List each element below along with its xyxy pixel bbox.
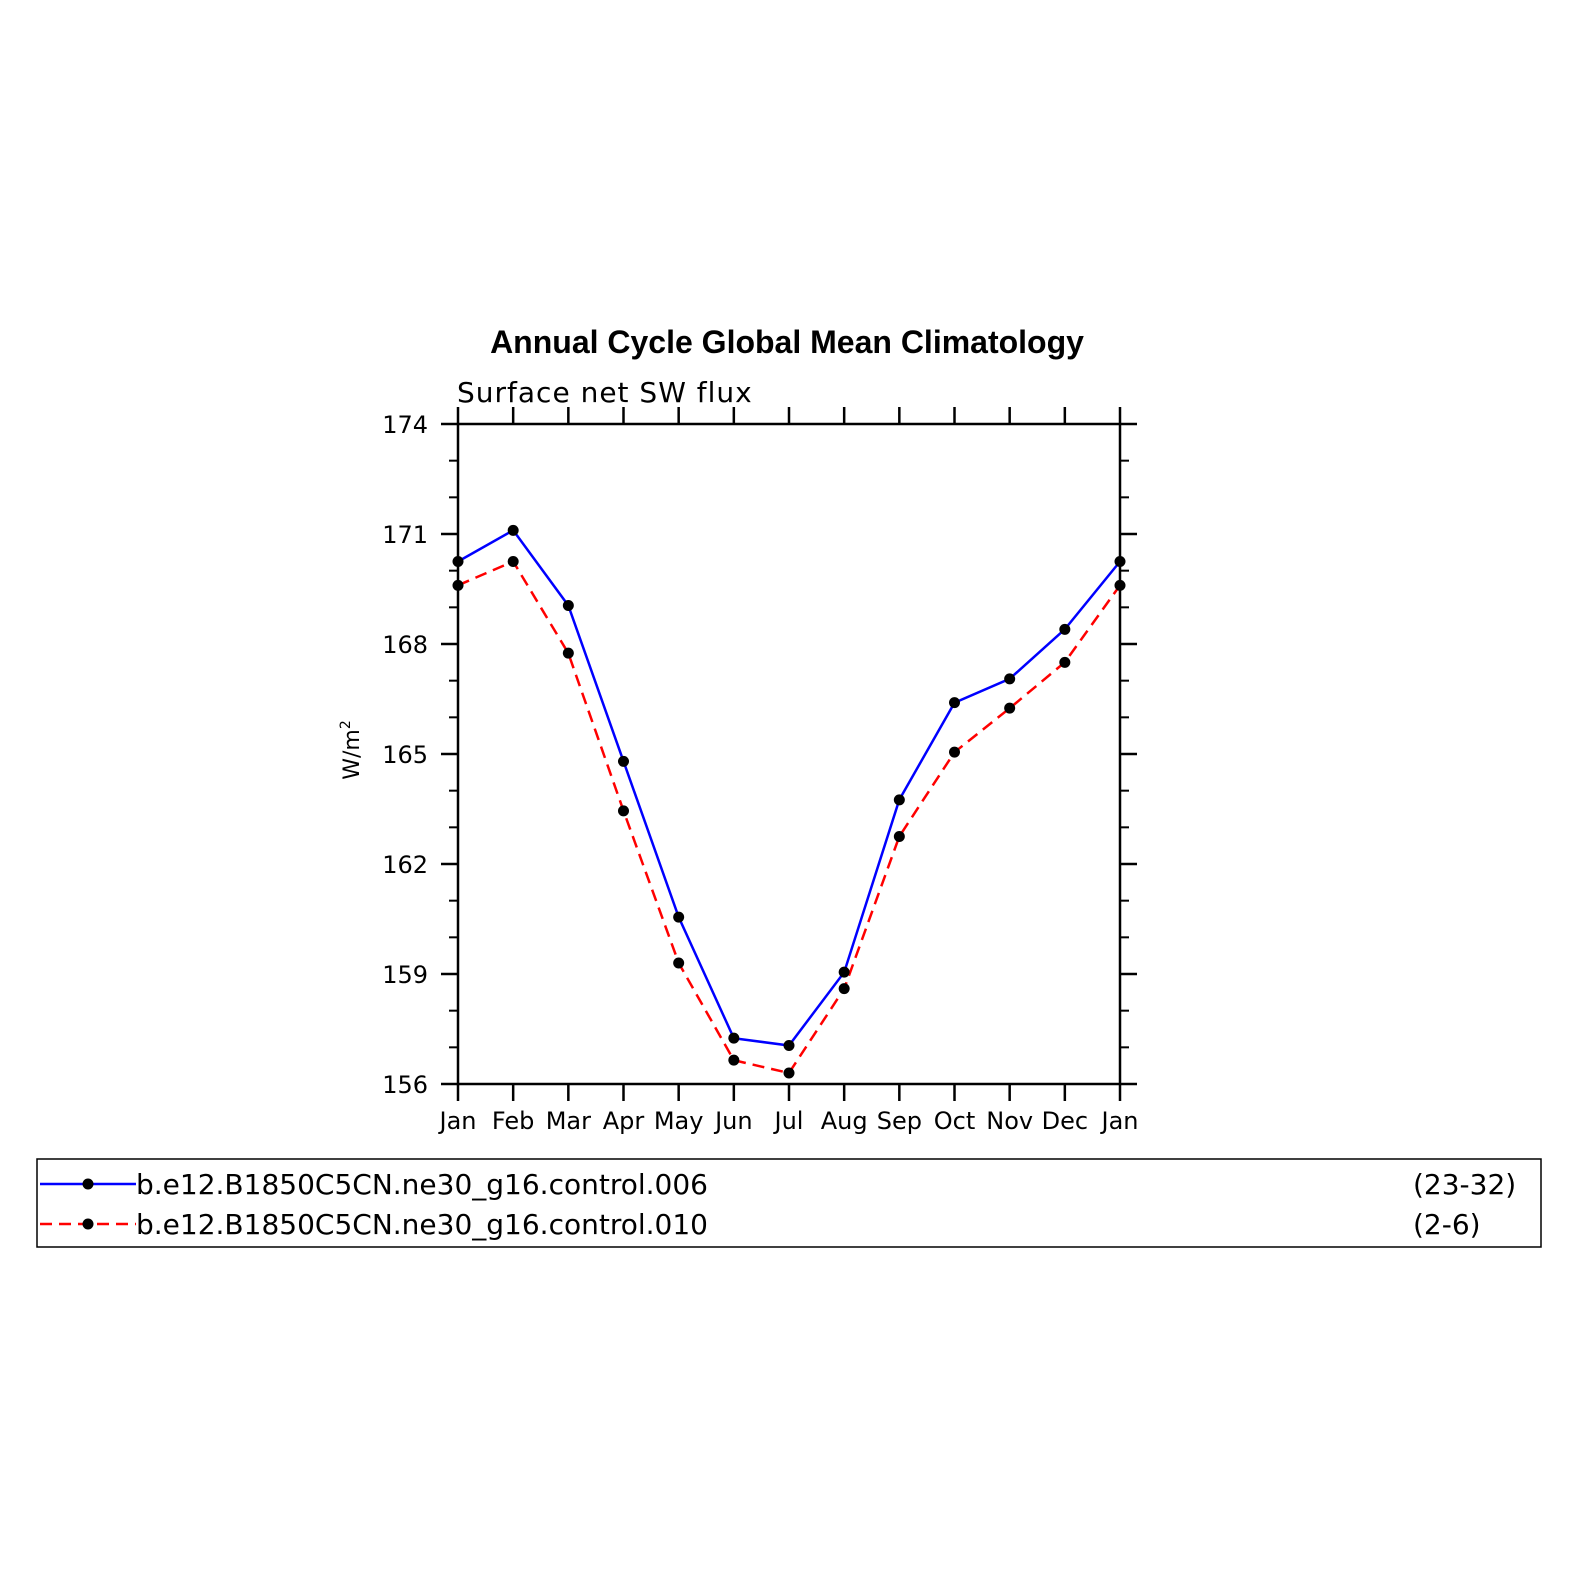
x-tick-label: Apr [603,1107,645,1135]
data-point-series-1 [783,1040,795,1051]
y-tick-label: 165 [382,741,428,769]
data-point-series-2 [618,805,629,817]
x-tick-label: Oct [934,1107,976,1135]
x-tick-label: Jan [1100,1107,1139,1135]
chart-subtitle: Surface net SW flux [457,376,753,409]
data-point-series-1 [562,600,574,611]
x-tick-label: Mar [546,1107,591,1135]
data-point-series-2 [893,831,905,842]
chart-title: Annual Cycle Global Mean Climatology [490,324,1084,360]
data-point-series-2 [838,983,850,995]
y-tick-label: 162 [382,851,428,879]
data-point-series-2 [562,647,574,659]
x-tick-label: Jul [773,1107,804,1135]
data-point-series-1 [507,524,519,536]
data-point-series-1 [1114,556,1126,567]
legend-entry-1: b.e12.B1850C5CN.ne30_g16.control.006 (23… [40,1168,1516,1201]
data-point-series-1 [893,794,905,806]
legend-series-1-name: b.e12.B1850C5CN.ne30_g16.control.006 [136,1168,708,1201]
x-tick-label: Feb [492,1107,535,1135]
data-point-series-2 [452,579,464,591]
data-point-series-2 [1114,579,1126,591]
legend-marker-2 [82,1218,94,1230]
data-point-series-2 [1004,702,1016,714]
legend-entry-2: b.e12.B1850C5CN.ne30_g16.control.010 (2-… [40,1208,1481,1241]
x-tick-label: Sep [877,1107,922,1135]
data-point-series-2 [783,1067,795,1079]
y-tick-label: 171 [382,521,428,549]
legend-series-2-name: b.e12.B1850C5CN.ne30_g16.control.010 [136,1208,708,1241]
data-point-series-1 [618,755,629,767]
legend: b.e12.B1850C5CN.ne30_g16.control.006 (23… [36,1158,1542,1248]
data-point-series-1 [728,1032,740,1044]
y-tick-label: 168 [382,631,428,659]
legend-frame [36,1158,1542,1248]
data-point-series-1 [949,697,960,709]
legend-series-1-years: (23-32) [1413,1168,1516,1201]
data-point-series-2 [1059,656,1071,668]
y-axis-label-text: W/m [340,729,365,780]
series-line-2 [457,559,1122,1075]
y-axis-label: W/m2 [338,720,365,780]
data-point-series-2 [507,556,519,567]
x-tick-label: Nov [986,1107,1033,1135]
series-layer [452,524,1126,1079]
y-tick-label: 174 [382,411,428,439]
data-point-series-1 [1004,673,1016,685]
plot-frame [456,422,1122,1086]
x-tick-label: May [654,1107,704,1135]
data-point-series-1 [838,966,850,978]
data-point-series-1 [452,556,464,567]
x-tick-label: Jan [438,1107,477,1135]
data-point-series-2 [728,1054,740,1066]
x-tick-label: Aug [821,1107,868,1135]
data-point-series-1 [673,911,685,923]
plot-axes: Jan Feb Mar Apr May Jun Jul Aug Sep Oct Nov Dec Jan 1… [382,407,1139,1135]
legend-series-2-years: (2-6) [1413,1208,1481,1241]
y-tick-label: 156 [382,1071,428,1099]
data-point-series-2 [673,957,685,969]
y-axis-label-superscript: 2 [338,720,354,729]
y-tick-label: 159 [382,961,428,989]
data-point-series-2 [949,746,960,758]
x-tick-label: Jun [713,1107,753,1135]
x-tick-label: Dec [1042,1107,1088,1135]
legend-marker-1 [82,1178,94,1190]
data-point-series-1 [1059,623,1071,635]
series-line-1 [457,528,1121,1047]
